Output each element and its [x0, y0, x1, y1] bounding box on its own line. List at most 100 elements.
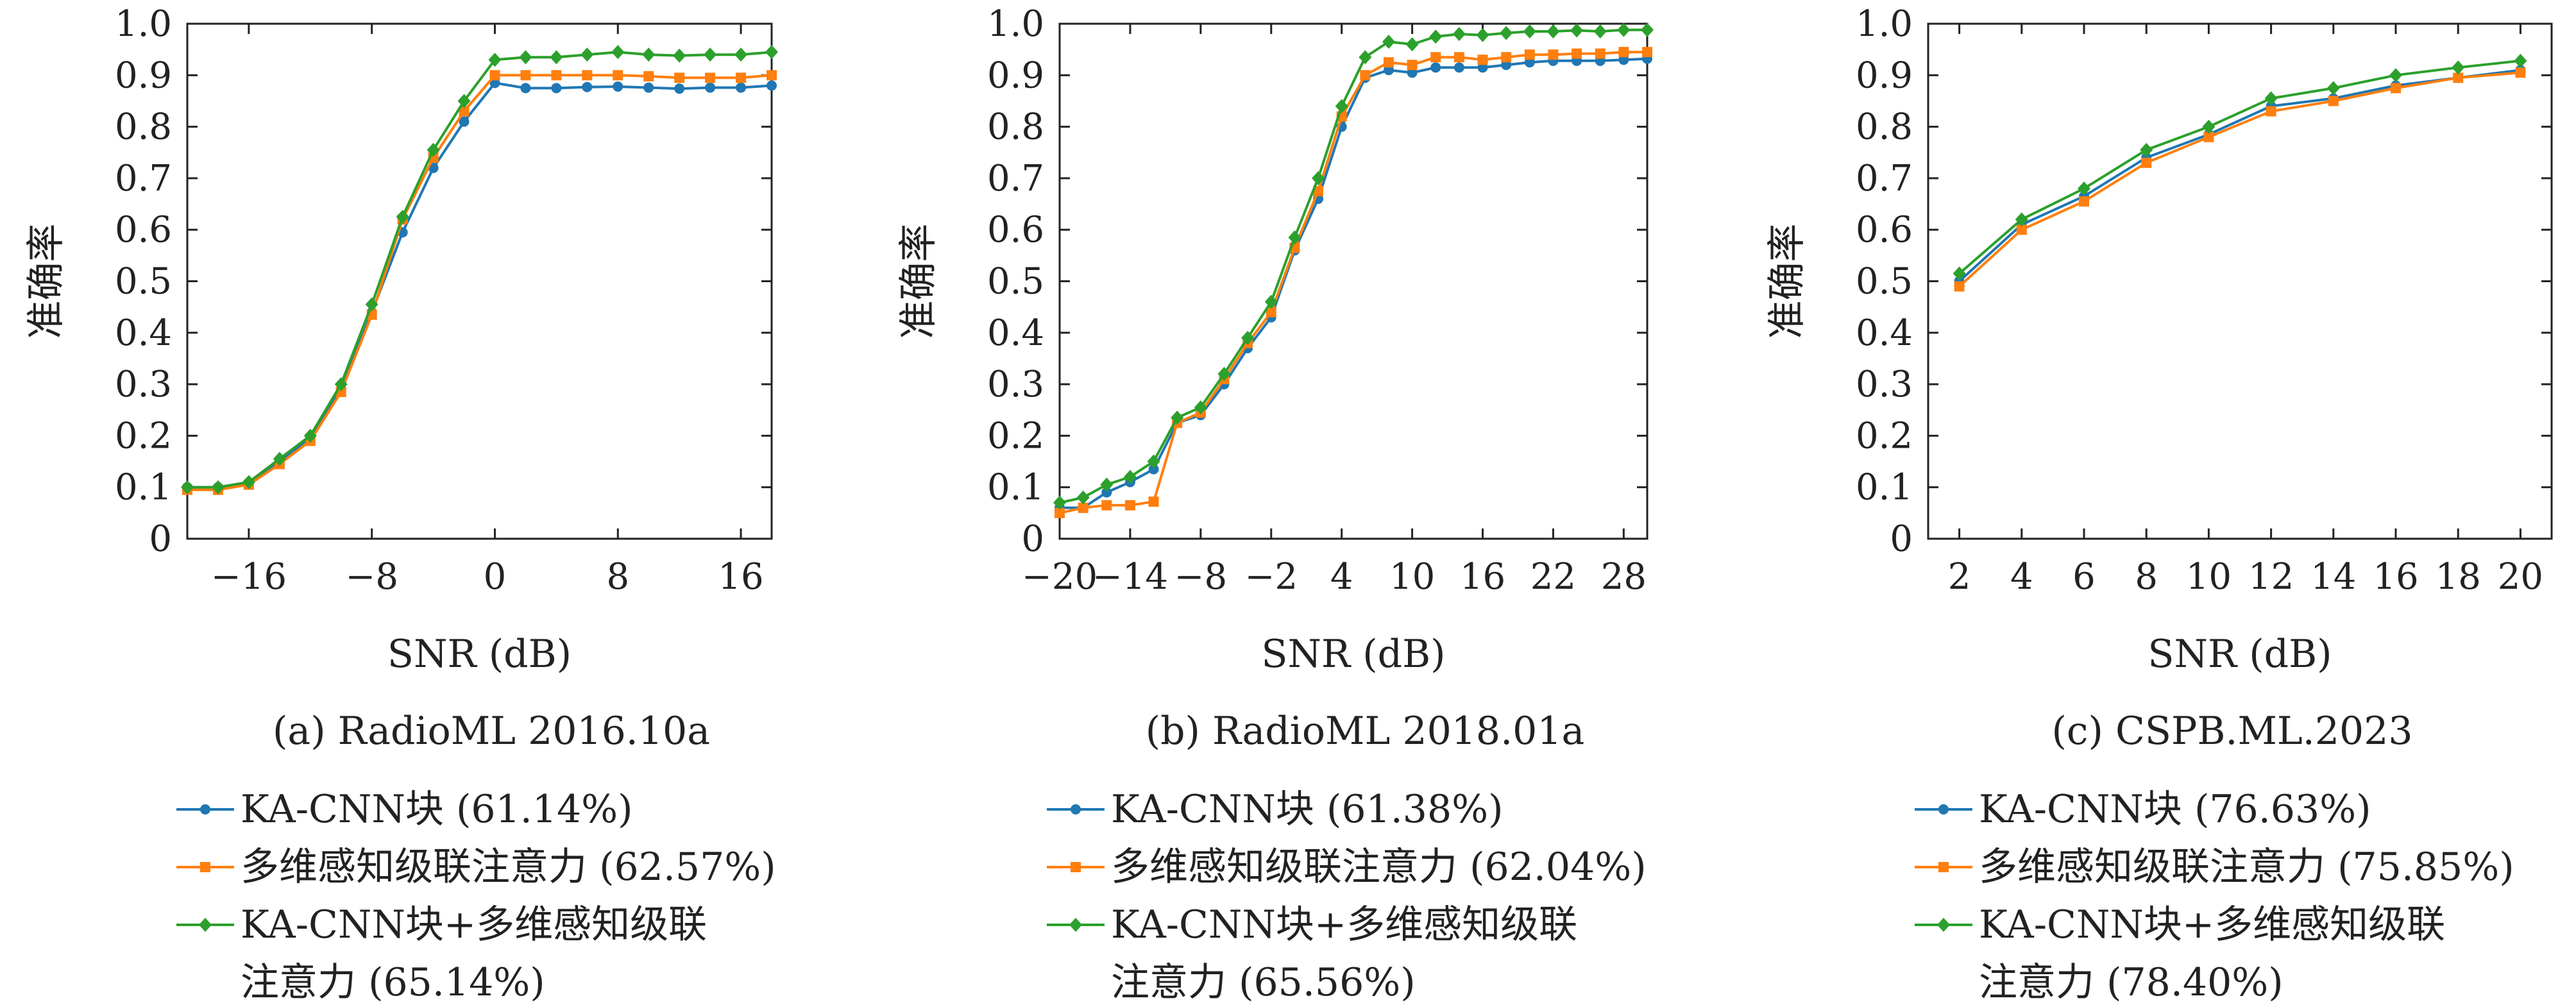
chart-a-series-1-point: [582, 81, 593, 92]
chart-b-series-2-point: [1501, 52, 1512, 63]
chart-c-ytick-label: 1.0: [1856, 3, 1913, 45]
chart-a-series-2-point: [736, 72, 747, 83]
chart-c-xtick-label: 18: [2436, 556, 2481, 598]
chart-a-ytick-label: 0.7: [115, 158, 172, 199]
chart-panel-a: (a) RadioML 2016.10a 0 0.1 0.2 0.3 0.4 0.5 0.6…: [24, 3, 778, 1005]
chart-b-ytick-label: 0.3: [987, 364, 1044, 405]
chart-c-series-line-1: [1958, 69, 2521, 282]
chart-b-series-2-point: [1430, 52, 1441, 63]
chart-a-xtick-label: −8: [345, 556, 398, 598]
chart-b-series-1-point: [1148, 464, 1159, 475]
chart-a-series-1-point: [520, 83, 531, 94]
chart-c-series-2-point: [2203, 131, 2214, 142]
chart-a-ytick-label: 0.6: [115, 209, 172, 251]
chart-b-ytick-label: 0.6: [987, 209, 1044, 251]
chart-b-xtick-label: −20: [1022, 556, 1097, 598]
chart-a-series-2-point: [520, 70, 531, 81]
chart-a-series-3-point: [396, 210, 409, 224]
chart-a-series-1-point: [551, 83, 562, 94]
chart-b-series-3-point: [1100, 477, 1114, 492]
chart-b-legend-label-1: KA-CNN块 (61.38%): [1111, 787, 1504, 832]
chart-a-series-3-point: [303, 428, 317, 443]
chart-b-series-2-point: [1477, 55, 1488, 65]
chart-a-series-2-point: [674, 72, 685, 83]
chart-b-series-1-point: [1477, 62, 1488, 73]
chart-a-legend-swatch-marker-3: [199, 918, 212, 932]
chart-a-series-3-point: [488, 53, 502, 67]
chart-b-xtick-label: −2: [1244, 556, 1298, 598]
chart-b-series-2-point: [1124, 500, 1135, 511]
chart-c-ytick-label: 0.5: [1856, 261, 1913, 303]
chart-a-ytick-label: 0.2: [115, 415, 172, 457]
chart-a-ytick-label: 0.3: [115, 364, 172, 405]
chart-a-series-3-point: [519, 50, 532, 65]
chart-c-xtick-label: 20: [2498, 556, 2543, 598]
chart-c-series-3-point: [2389, 68, 2402, 83]
chart-b-series-1-point: [1501, 60, 1512, 71]
chart-c-caption: (c) CSPB.ML.2023: [2051, 709, 2412, 754]
chart-a-series-3-point: [427, 142, 440, 157]
chart-c-series-3-point: [2514, 53, 2527, 68]
chart-b-series-3-point: [1171, 410, 1184, 425]
chart-a-series-3-point: [673, 48, 686, 63]
chart-a-legend-label-3: 注意力 (65.14%): [241, 960, 545, 1005]
chart-b-series-2-point: [1055, 507, 1065, 518]
chart-b-ytick-label: 1.0: [987, 3, 1044, 45]
chart-b-series-1-point: [1101, 487, 1112, 498]
chart-c-ytick-label: 0.6: [1856, 209, 1913, 251]
chart-b-legend-label-2: 多维感知级联注意力 (62.04%): [1111, 845, 1647, 890]
chart-b-series-3-point: [1382, 35, 1395, 49]
chart-a-ytick-label: 0.8: [115, 106, 172, 148]
chart-a-ytick-label: 0: [149, 518, 172, 560]
chart-b-ytick-label: 0.1: [987, 467, 1044, 509]
chart-b-legend-label-3: 注意力 (65.56%): [1111, 960, 1416, 1005]
chart-b-series-3-point: [1405, 37, 1419, 52]
chart-a-xtick-label: 16: [718, 556, 763, 598]
chart-a-series-1-point: [459, 116, 470, 127]
chart-b-series-3-point: [1476, 28, 1489, 42]
chart-c-ytick-label: 0.2: [1856, 415, 1913, 457]
chart-b-series-2-point: [1313, 185, 1324, 196]
chart-a-series-3-point: [273, 452, 286, 466]
chart-b-ytick-label: 0.9: [987, 55, 1044, 96]
chart-b-series-3-point: [1500, 26, 1513, 40]
chart-a-x-axis-title: SNR (dB): [387, 632, 572, 677]
chart-b-series-2-point: [1524, 49, 1535, 60]
chart-c-y-axis-title: 准确率: [1765, 224, 1809, 339]
chart-a-series-line-3: [187, 51, 772, 489]
chart-b-series-2-point: [1453, 52, 1464, 63]
chart-c-series-line-3: [1958, 59, 2521, 275]
chart-c-plot-frame: [1927, 22, 2553, 540]
chart-b-series-3-point: [1217, 367, 1231, 382]
chart-a-series-3-point: [611, 45, 625, 60]
chart-c-ytick-label: 0.8: [1856, 106, 1913, 148]
chart-b-series-3-point: [1593, 24, 1607, 39]
chart-b-series-3-point: [1076, 490, 1090, 505]
chart-c-series-3-point: [1953, 266, 1966, 281]
chart-b-xtick-label: 4: [1330, 556, 1353, 598]
chart-c-series-2-point: [2328, 96, 2339, 106]
chart-b-series-2-point: [1360, 70, 1371, 81]
chart-b-series-2-point: [1572, 48, 1582, 59]
chart-b-series-2-point: [1595, 48, 1606, 59]
chart-b-series-1-point: [1618, 55, 1629, 65]
chart-a-series-2-point: [551, 70, 562, 81]
chart-c-series-line-2: [1958, 71, 2521, 287]
chart-a-xtick-label: −16: [211, 556, 287, 598]
chart-a-series-2-point: [459, 106, 470, 117]
chart-b-series-2-point: [1383, 57, 1394, 68]
chart-b-series-3-point: [1147, 454, 1160, 469]
chart-b-series-line-2: [1059, 51, 1647, 514]
chart-b-series-2-point: [1618, 47, 1629, 58]
chart-c-legend-label-2: 多维感知级联注意力 (75.85%): [1979, 845, 2514, 890]
chart-c-legend-label-1: KA-CNN块 (76.63%): [1979, 787, 2371, 832]
chart-b-ytick-label: 0.8: [987, 106, 1044, 148]
chart-panel-b: (b) RadioML 2018.01a 0 0.1 0.2 0.3 0.4 0.5 0.6…: [896, 3, 1654, 1005]
chart-a-legend-swatch-marker-1: [200, 804, 210, 815]
chart-c-ytick-label: 0.9: [1856, 55, 1913, 96]
chart-b-series-3-point: [1264, 294, 1278, 309]
chart-b-series-3-point: [1429, 30, 1443, 44]
chart-c-xtick-label: 12: [2248, 556, 2294, 598]
chart-a-series-3-point: [765, 45, 778, 60]
chart-b-ytick-label: 0.2: [987, 415, 1044, 457]
